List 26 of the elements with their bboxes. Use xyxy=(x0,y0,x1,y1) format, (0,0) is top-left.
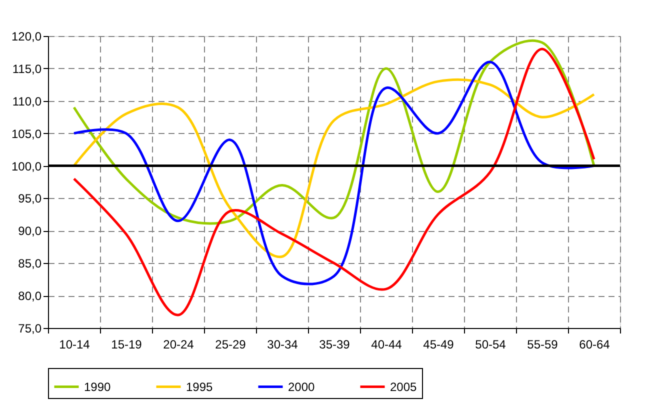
legend-label: 2005 xyxy=(390,380,418,394)
y-tick-label: 105,0 xyxy=(11,126,42,141)
x-tick-label: 50-54 xyxy=(475,338,506,352)
y-tick-label: 80,0 xyxy=(18,289,42,304)
x-tick-label: 30-34 xyxy=(267,338,298,352)
x-tick-label: 15-19 xyxy=(111,338,142,352)
x-tick-label: 40-44 xyxy=(371,338,402,352)
x-tick-label: 55-59 xyxy=(527,338,558,352)
y-tick-label: 90,0 xyxy=(18,224,42,238)
legend-label: 1990 xyxy=(84,380,112,394)
y-tick-label: 95,0 xyxy=(18,192,42,206)
y-tick-label: 110,0 xyxy=(12,94,42,108)
legend-label: 1995 xyxy=(186,380,214,394)
x-tick-label: 60-64 xyxy=(579,338,610,352)
y-tick-label: 75,0 xyxy=(18,322,42,336)
x-tick-label: 20-24 xyxy=(163,338,194,352)
x-tick-label: 45-49 xyxy=(423,338,454,352)
x-tick-label: 10-14 xyxy=(59,338,90,352)
y-tick-label: 120,0 xyxy=(11,30,42,44)
line-series xyxy=(72,48,596,316)
y-tick-label: 115,0 xyxy=(12,62,42,76)
y-tick-label: 100,0 xyxy=(11,159,42,174)
y-tick-label: 85,0 xyxy=(18,256,42,271)
x-tick-label: 25-29 xyxy=(215,338,246,352)
x-tick-label: 35-39 xyxy=(319,338,350,352)
legend-label: 2000 xyxy=(288,380,316,394)
